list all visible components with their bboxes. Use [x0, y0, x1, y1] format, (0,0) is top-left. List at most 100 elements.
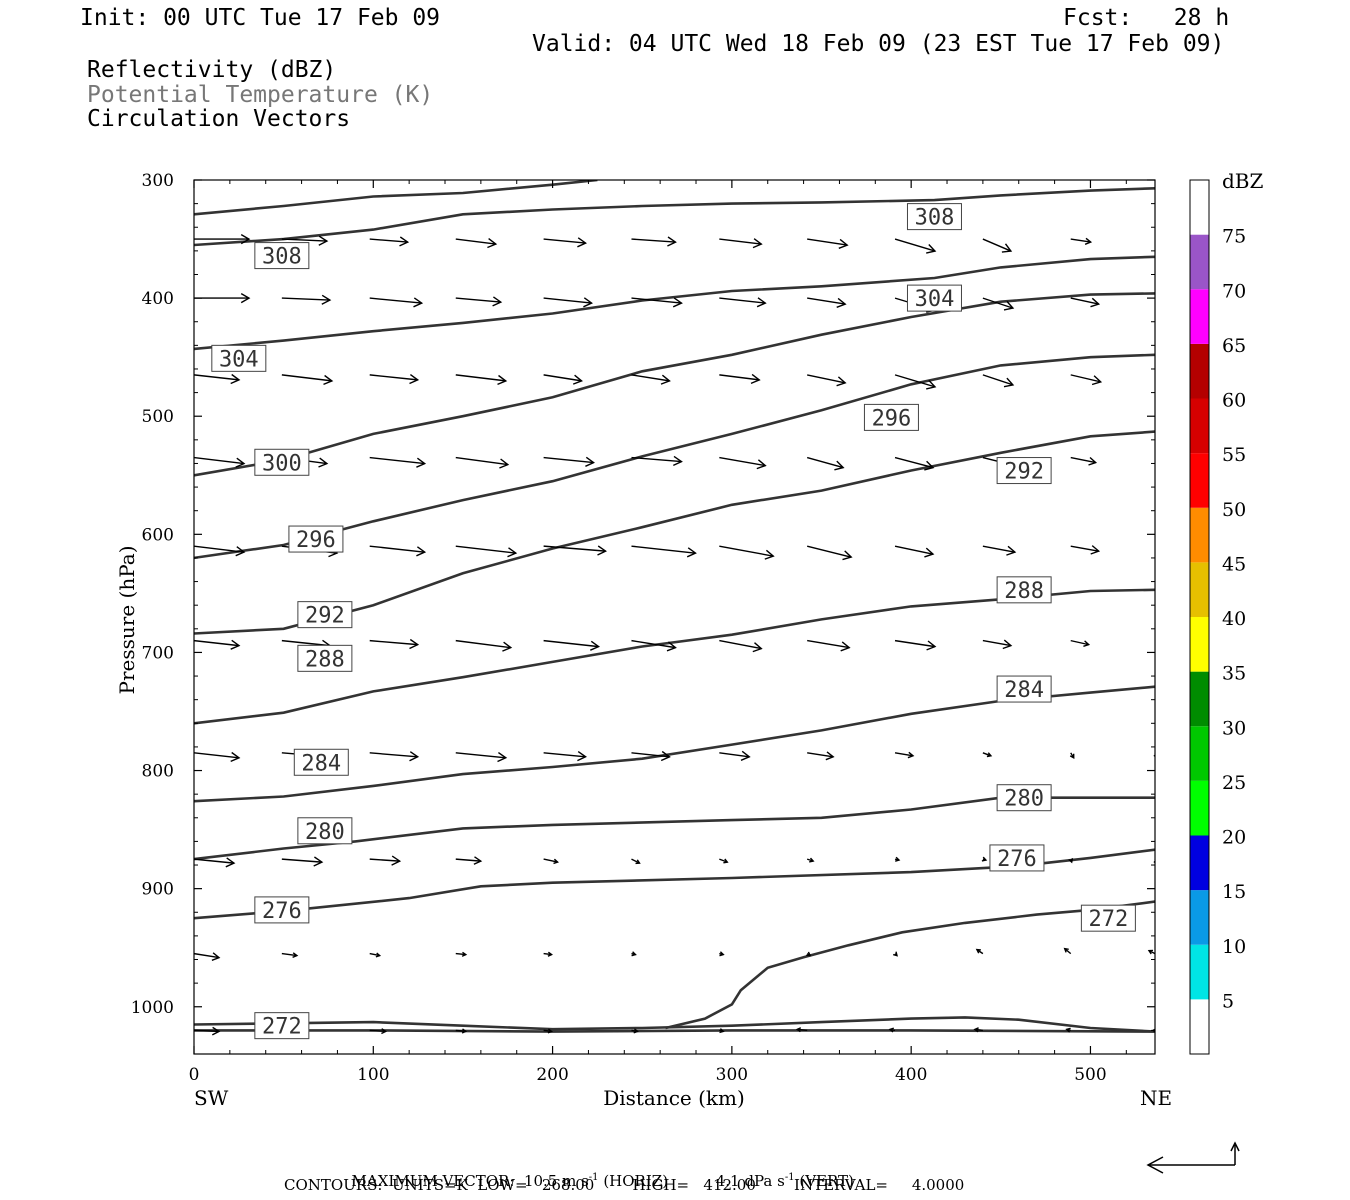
wind-vector-head	[888, 1027, 895, 1033]
wind-vector	[631, 238, 676, 243]
wind-vector-head	[750, 373, 761, 385]
contour-label-box	[254, 1012, 310, 1040]
wind-vector	[543, 545, 606, 552]
contour-label-box	[297, 817, 353, 845]
wind-vector-head	[409, 638, 420, 650]
colorbar-segment	[1190, 999, 1209, 1054]
wind-vector	[194, 545, 245, 553]
wind-vector	[631, 858, 640, 864]
contour-label-box	[254, 448, 310, 476]
wind-vector	[455, 752, 506, 759]
colorbar-level-label: 5	[1222, 990, 1234, 1012]
contour-label-280: 280	[1004, 787, 1044, 812]
wind-vector-head	[660, 374, 671, 385]
wind-vector	[455, 858, 481, 862]
wind-vector-head	[413, 297, 424, 308]
wind-vector-head	[577, 751, 587, 762]
wind-vector	[1154, 239, 1155, 240]
contour-label-box	[863, 403, 919, 431]
wind-vector	[894, 545, 934, 555]
wind-vector-head	[719, 951, 725, 957]
wind-vector	[982, 374, 1014, 386]
contour-label-box	[989, 844, 1045, 872]
wind-vector	[369, 374, 418, 381]
colorbar-segment	[1190, 562, 1209, 617]
wind-vector-head	[572, 374, 583, 385]
wind-vector-head	[836, 376, 847, 387]
wind-vector-head	[240, 233, 251, 245]
wind-vector	[894, 374, 936, 388]
wind-vector-head	[487, 238, 498, 249]
contour-info-line: CONTOURS: UNITS=K LOW= 268.00 HIGH= 412.…	[284, 1176, 965, 1194]
colorbar-segment	[1190, 780, 1209, 836]
theta-contour-296	[194, 353, 1155, 560]
wind-vector-head	[631, 951, 637, 957]
max-horiz-tag: (HORIZ)	[603, 1172, 669, 1190]
wind-vector-head	[926, 244, 937, 254]
wind-vector-head	[547, 951, 553, 957]
theta-contour-300	[194, 292, 1155, 477]
colorbar-level-label: 45	[1222, 553, 1246, 575]
wind-vector-head	[230, 639, 241, 650]
wind-vector-head	[313, 856, 324, 867]
wind-vector	[631, 752, 670, 758]
wind-vector	[807, 639, 850, 649]
contour-label-296: 296	[296, 528, 336, 553]
contour-label-296: 296	[872, 406, 912, 431]
wind-vector	[455, 456, 508, 466]
wind-vector	[1070, 238, 1091, 243]
contour-label-304: 304	[915, 287, 955, 312]
wind-vector	[1154, 298, 1155, 299]
wind-vector-head	[597, 545, 607, 556]
colorbar-level-label: 60	[1222, 390, 1246, 412]
theta-contour-312	[194, 180, 598, 216]
wind-vector-head	[895, 856, 901, 862]
wind-vector-head	[1171, 546, 1177, 553]
wind-vector-head	[1088, 456, 1098, 466]
colorbar-level-label: 40	[1222, 608, 1246, 630]
wind-vector-head	[375, 952, 382, 958]
wind-vector	[631, 639, 676, 649]
wind-vector	[281, 297, 330, 301]
wind-vector-head	[795, 1027, 802, 1033]
wind-vector-head	[507, 547, 518, 558]
wind-vector	[894, 639, 936, 648]
colorbar-level-label: 65	[1222, 335, 1246, 357]
wind-vector-head	[838, 238, 849, 249]
wind-vector	[797, 1028, 808, 1032]
wind-vector	[719, 456, 766, 467]
wind-vector	[369, 858, 400, 862]
wind-vector-head	[1147, 949, 1154, 955]
wind-vector	[719, 752, 750, 758]
reference-vector-icon	[1146, 1141, 1240, 1174]
wind-vector-head	[660, 750, 671, 762]
theta-contours	[194, 180, 1155, 1033]
wind-vector	[369, 238, 408, 243]
wind-vector	[194, 374, 240, 381]
contour-label-box	[211, 344, 267, 372]
contour-label-box	[254, 242, 310, 270]
contour-label-box	[996, 457, 1052, 485]
wind-vector-head	[499, 458, 510, 469]
wind-vector	[369, 752, 418, 758]
wind-vector-head	[416, 546, 427, 557]
wind-vector-head	[577, 237, 587, 248]
wind-vector-head	[321, 294, 332, 305]
max-vert-exp: -1	[784, 1172, 795, 1183]
wind-vector	[719, 238, 762, 245]
wind-vector-head	[1176, 458, 1185, 467]
theta-contour-308	[194, 187, 1155, 247]
colorbar-segment	[1190, 234, 1209, 290]
theta-contour-272	[665, 900, 1155, 1030]
wind-vector-head	[416, 457, 427, 468]
wind-vector	[1070, 456, 1096, 464]
colorbar-segment	[1190, 835, 1209, 891]
wind-vector-head	[1001, 243, 1013, 253]
colorbar-level-label: 20	[1222, 827, 1246, 849]
init-time: Init: 00 UTC Tue 17 Feb 09	[80, 5, 441, 31]
colorbar-segment	[1190, 671, 1209, 727]
wind-vector	[807, 238, 848, 246]
wind-vector-head	[667, 236, 677, 247]
colorbar-frame	[1189, 179, 1210, 1055]
